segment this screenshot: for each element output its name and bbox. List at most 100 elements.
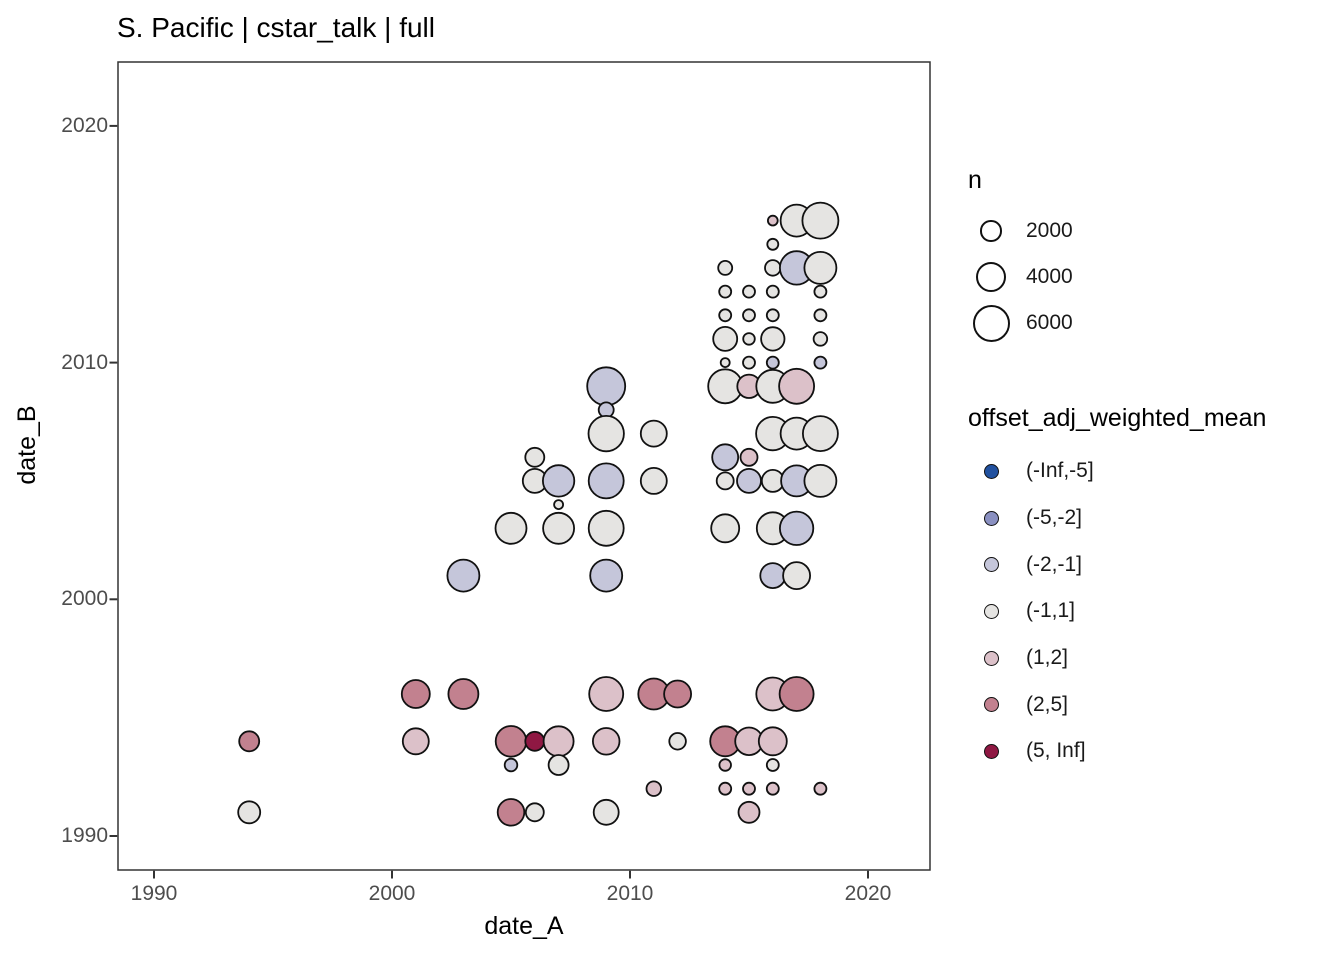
bubble [663,679,692,709]
color-dot-icon [983,697,999,713]
bubble [742,332,756,346]
bubble [541,464,576,498]
bubble [524,446,546,468]
bubble [813,284,828,299]
x-tick-label-1990: 1990 [130,882,178,905]
legend-color-key [968,557,1014,573]
color-dot-icon [983,557,999,573]
bubble [736,467,762,494]
legend-color-item: (-5,-2] [968,495,1094,542]
bubble [237,800,262,825]
bubble [803,250,838,285]
y-axis-title: date_B [13,405,41,485]
bubble [757,726,788,757]
bubble [742,781,756,796]
bubble [778,676,815,712]
bubble [639,466,668,495]
bubble [668,732,687,751]
color-dot-icon [983,650,999,666]
bubble [766,214,779,227]
bubble [718,284,733,299]
legend-color-label: (-5,-2] [1026,506,1083,530]
color-dot-icon [983,603,999,619]
x-axis-title: date_A [484,912,564,940]
bubble [639,419,668,448]
bubble [447,678,480,710]
legend-color-label: (-2,-1] [1026,552,1083,576]
legend-color-key [968,743,1014,759]
legend-color-label: (5, Inf] [1026,739,1086,763]
bubble [765,308,780,323]
bubble [715,471,735,491]
legend-size-circle-icon [968,220,1014,242]
legend-color-label: (1,2] [1026,646,1069,670]
legend-size-label: 4000 [1026,265,1073,288]
bubble [765,284,780,299]
legend-color-key [968,650,1014,666]
legend-color-title: offset_adj_weighted_mean [968,404,1267,432]
bubble [588,676,625,712]
legend-color-item: (-2,-1] [968,541,1094,588]
legend-size-title: n [968,166,982,194]
bubble [759,562,787,589]
legend-size: n 2000 4000 6000 [968,166,1073,342]
y-tick-label-2000: 2000 [61,587,108,611]
bubble [778,510,815,546]
legend-size-item: 2000 [968,208,1073,254]
legend-color-item: (-Inf,-5] [968,448,1094,495]
bubble [592,727,621,756]
bubble [765,355,780,370]
bubble [589,558,624,593]
bubble [778,367,815,405]
page-title: S. Pacific | cstar_talk | full [117,12,435,43]
bubble [764,259,782,277]
legend-size-label: 2000 [1026,219,1073,242]
legend-color-item: (-1,1] [968,588,1094,635]
legend-color-items: (-Inf,-5] (-5,-2] (-2,-1] (-1,1] (1,2] (2,5] (… [968,448,1094,775]
y-tick-label-1990: 1990 [61,824,108,847]
bubble [524,802,545,823]
color-dot-icon [983,510,999,526]
legend-color-item: (1,2] [968,635,1094,682]
bubble [587,509,625,547]
legend-size-label: 6000 [1026,311,1073,334]
bubble [718,308,733,323]
bubble [813,308,828,323]
legend-size-items: 2000 4000 6000 [968,208,1073,346]
legend-color-key [968,463,1014,479]
bubble [813,355,828,370]
bubble [717,259,734,276]
bubble [710,513,741,544]
legend-color-label: (-1,1] [1026,599,1076,623]
bubble [586,366,627,407]
bubble [524,730,546,752]
bubble [719,357,731,369]
bubble [553,499,564,511]
legend-color-key [968,697,1014,713]
bubble [739,447,759,467]
bubble [712,325,739,352]
legend-color-item: (5, Inf] [968,728,1094,775]
bubble [542,511,575,545]
bubble [587,414,625,453]
bubble [718,781,733,796]
legend-size-item: 4000 [968,254,1073,300]
bubble [718,758,732,772]
x-tick-label-2000: 2000 [368,882,416,905]
bubble [737,800,761,824]
bubble [765,781,780,796]
bubble [813,781,828,796]
bubble [801,201,840,240]
color-dot-icon [983,463,999,479]
legend-color-key [968,603,1014,619]
bubble [742,355,756,370]
bubble [494,511,528,545]
bubble [812,331,829,347]
bubble [802,415,839,453]
bubble [742,308,756,323]
size-ring-icon [972,304,1010,342]
bubble [547,754,570,776]
bubble [592,798,620,826]
bubble [542,725,575,758]
